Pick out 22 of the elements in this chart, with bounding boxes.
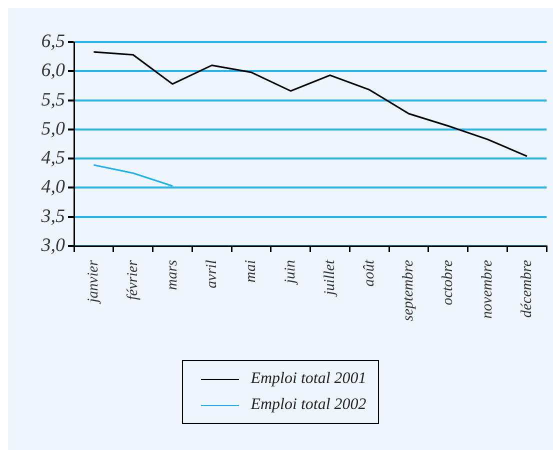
x-tick-label: mai: [243, 260, 260, 282]
legend-label: Emploi total 2001: [250, 370, 366, 388]
y-tick-label: 5,0: [41, 118, 66, 140]
x-tick-label: novembre: [480, 260, 496, 319]
x-tick-label: août: [361, 259, 378, 287]
y-tick-label: 6,5: [41, 31, 65, 52]
y-tick-label: 5,5: [41, 89, 65, 110]
x-tick-label: octobre: [440, 260, 456, 306]
x-tick-label: avril: [204, 260, 220, 288]
y-tick-label: 4,5: [41, 148, 65, 169]
y-tick-label: 3,5: [40, 206, 65, 227]
x-tick-label: janvier: [86, 260, 102, 304]
x-tick-label: mars: [164, 260, 180, 290]
x-tick-label: juin: [282, 260, 299, 286]
x-tick-label: septembre: [400, 260, 417, 322]
x-tick-label: décembre: [518, 260, 535, 318]
x-tick-label: février: [125, 260, 142, 300]
x-tick-label: juillet: [322, 259, 338, 297]
y-tick-label: 3,0: [40, 235, 66, 256]
y-tick-label: 4,0: [41, 176, 66, 198]
y-tick-label: 6,0: [41, 60, 66, 82]
legend-label: Emploi total 2002: [250, 396, 366, 414]
